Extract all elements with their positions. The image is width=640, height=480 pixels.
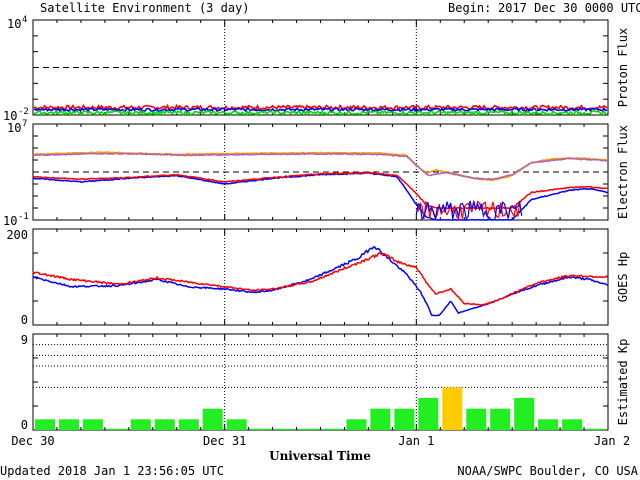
kp-bar [59,419,79,430]
series-line [32,246,609,317]
electron-flux-panel: 10 710 -1 Electron Flux [3,119,630,228]
x-axis: Dec 30 Dec 31 Jan 1 Jan 2 [11,434,630,448]
kp-bar [562,419,583,430]
y-tick-label-bottom: 0 [21,418,28,432]
credit-text: NOAA/SWPC Boulder, CO USA [457,464,638,478]
kp-bar [35,419,55,430]
x-tick-label: Dec 31 [203,434,246,448]
panel-ylabel: Electron Flux [616,125,630,219]
kp-bar [370,408,391,430]
x-tick-label: Jan 2 [594,434,630,448]
estimated-kp-panel: 9 0 Estimated Kp [21,333,630,432]
kp-bar [514,398,535,430]
y-tick-label-top: 200 [6,228,28,242]
kp-bar [250,428,271,430]
panel-ylabel: Proton Flux [616,28,630,107]
panel-ylabel: GOES Hp [616,252,630,303]
y-tick-exponent-top: 4 [22,15,27,25]
kp-bar [466,408,487,430]
proton-series-line [33,109,608,117]
kp-bar [586,428,606,430]
y-tick-label-top: 10 [7,17,21,31]
begin-value: 2017 Dec 30 0000 UTC [498,1,640,15]
begin-label: Begin: [448,1,491,15]
kp-bar [538,419,559,430]
kp-bar [490,408,511,430]
x-tick-label: Dec 30 [11,434,54,448]
y-tick-label-bottom: 10 [3,109,17,123]
y-tick-label-bottom: 0 [21,313,28,327]
kp-bar [82,419,103,430]
y-tick-label-top: 10 [7,121,21,135]
electron-noise-line [415,199,523,222]
series-line [32,172,609,221]
kp-bar [202,408,223,430]
proton-series-line [33,103,608,111]
kp-bar [154,419,175,430]
panel-frame [32,123,609,221]
series-line [32,150,609,182]
kp-bar [178,419,199,430]
kp-bar [130,419,151,430]
panel-ylabel: Estimated Kp [616,339,630,426]
kp-bar [274,428,295,430]
kp-bar [226,419,247,430]
kp-bar [418,398,439,430]
y-tick-exponent-bottom: -1 [18,212,29,222]
y-tick-exponent-top: 7 [22,119,27,129]
x-tick-label: Jan 1 [398,434,434,448]
series-line [32,152,608,181]
kp-bar [322,428,343,430]
chart-title: Satellite Environment (3 day) [40,1,250,15]
y-tick-label-top: 9 [21,333,28,347]
series-line [32,171,609,210]
series-line [32,251,609,306]
goes-hp-panel: 200 0 GOES Hp [6,228,630,327]
y-tick-exponent-bottom: -2 [18,107,29,117]
updated-timestamp: Updated 2018 Jan 1 23:56:05 UTC [0,464,224,478]
proton-series-line [33,106,608,113]
kp-bar [298,428,319,430]
kp-bar [442,387,463,430]
y-tick-label-bottom: 10 [3,214,17,228]
panel-frame [32,19,609,116]
kp-bar [394,408,415,430]
x-axis-label: Universal Time [269,449,371,463]
kp-bar [106,428,127,430]
kp-bar [346,419,367,430]
